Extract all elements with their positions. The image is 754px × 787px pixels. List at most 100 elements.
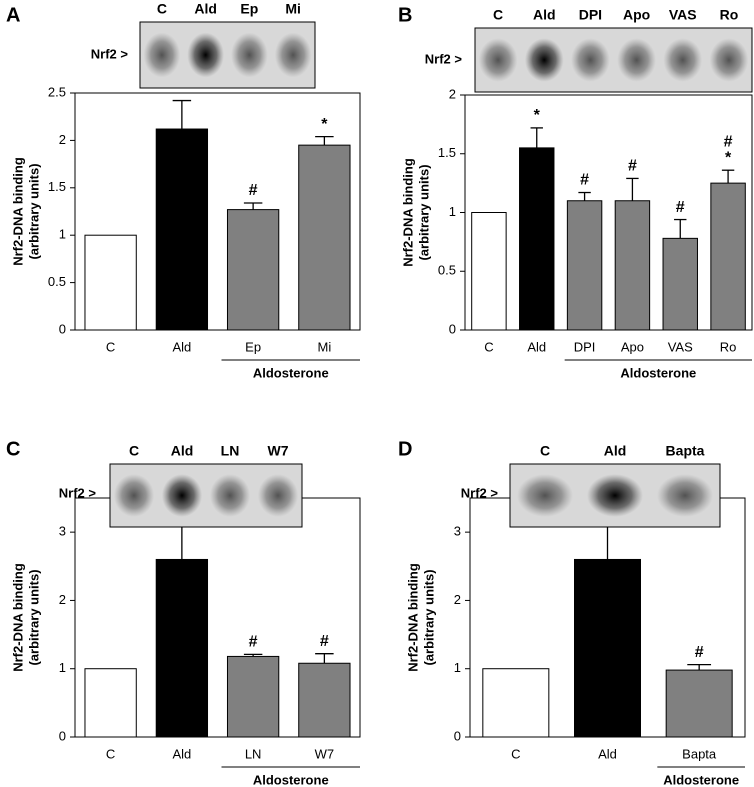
y-tick-label: 1.5 <box>438 145 456 160</box>
blot-band <box>209 474 251 517</box>
x-tick-label: C <box>484 339 493 354</box>
x-tick-label: Ro <box>720 339 737 354</box>
blot-lane-label: C <box>540 443 550 459</box>
significance-marker: # <box>724 133 733 150</box>
plot-frame <box>464 94 753 331</box>
blot-band <box>571 38 610 82</box>
y-tick-label: 2 <box>59 592 66 607</box>
significance-marker: * <box>725 149 732 166</box>
panel-label: B <box>398 4 412 26</box>
bar <box>298 662 351 738</box>
significance-marker: # <box>249 634 258 651</box>
y-axis-label: (arbitrary units) <box>26 163 41 259</box>
significance-marker: # <box>320 633 329 650</box>
bar <box>519 147 555 331</box>
significance-marker: * <box>321 116 328 133</box>
y-tick-label: 1 <box>59 660 66 675</box>
blot-band <box>478 38 518 82</box>
y-tick-label: 2 <box>59 132 66 147</box>
y-axis-label: Nrf2-DNA binding <box>405 563 420 672</box>
blot-band <box>709 38 749 82</box>
x-tick-label: Mi <box>318 339 332 354</box>
blot-lane-label: Apo <box>623 7 650 23</box>
blot-band <box>617 38 656 82</box>
y-tick-label: 3 <box>59 524 66 539</box>
x-tick-label: Ald <box>172 746 191 761</box>
y-tick-label: 1.5 <box>48 179 66 194</box>
bar <box>566 200 603 331</box>
blot-target-label: Nrf2 > <box>59 485 97 500</box>
blot-target-label: Nrf2 > <box>91 46 129 61</box>
significance-marker: # <box>695 644 704 661</box>
bar <box>155 128 209 331</box>
significance-marker: # <box>249 182 258 199</box>
blot-band <box>161 474 203 517</box>
blot-image <box>474 27 753 93</box>
x-tick-label: DPI <box>574 339 596 354</box>
group-label: Aldosterone <box>253 365 329 380</box>
blot-lane-label: Ro <box>720 7 739 23</box>
y-tick-label: 2.5 <box>48 84 66 99</box>
significance-marker: * <box>534 107 541 124</box>
blot-lane-label: W7 <box>268 443 289 459</box>
blot-band <box>143 32 181 78</box>
x-tick-label: Ep <box>245 339 261 354</box>
blot-band <box>657 474 713 517</box>
y-tick-label: 2 <box>454 592 461 607</box>
group-label: Aldosterone <box>663 772 739 787</box>
y-tick-label: 1 <box>449 204 456 219</box>
bar <box>662 237 698 331</box>
x-tick-label: LN <box>245 746 262 761</box>
y-axis-label: Nrf2-DNA binding <box>10 563 25 672</box>
bar <box>482 668 550 738</box>
blot-band <box>274 32 312 78</box>
blot-band <box>517 474 573 517</box>
panel-label: A <box>6 4 20 26</box>
blot-band <box>113 474 155 517</box>
blot-lane-label: Bapta <box>666 443 705 459</box>
y-tick-label: 2 <box>449 86 456 101</box>
group-label: Aldosterone <box>253 772 329 787</box>
bar <box>471 212 507 331</box>
blot-lane-label: C <box>493 7 503 23</box>
blot-lane-label: C <box>129 443 139 459</box>
group-label: Aldosterone <box>620 365 696 380</box>
blot-lane-label: Ep <box>240 1 258 17</box>
significance-marker: # <box>580 172 589 189</box>
blot-lane-label: Ald <box>171 443 194 459</box>
x-tick-label: C <box>106 339 115 354</box>
blot-lane-label: VAS <box>669 7 697 23</box>
y-tick-label: 0 <box>59 728 66 743</box>
x-tick-label: W7 <box>315 746 335 761</box>
bar <box>84 234 137 331</box>
blot-band <box>257 474 299 517</box>
panel-label: D <box>398 438 412 460</box>
y-tick-label: 0.5 <box>48 274 66 289</box>
blot-lane-label: Ald <box>533 7 556 23</box>
x-tick-label: Apo <box>621 339 644 354</box>
blot-lane-label: Ald <box>604 443 627 459</box>
blot-lane-label: LN <box>221 443 240 459</box>
blot-band <box>587 474 643 517</box>
bar <box>298 144 351 331</box>
x-tick-label: C <box>106 746 115 761</box>
blot-lane-label: Mi <box>285 1 301 17</box>
blot-lane-label: C <box>157 1 167 17</box>
bar <box>84 668 137 738</box>
x-tick-label: Bapta <box>682 746 717 761</box>
x-tick-label: Ald <box>598 746 617 761</box>
blot-target-label: Nrf2 > <box>461 485 499 500</box>
significance-marker: # <box>676 199 685 216</box>
bar <box>614 200 651 331</box>
bar <box>710 182 746 331</box>
significance-marker: # <box>628 158 637 175</box>
y-tick-label: 0.5 <box>438 263 456 278</box>
blot-band <box>231 32 268 78</box>
bar <box>574 558 641 738</box>
bar <box>226 655 280 738</box>
y-tick-label: 1 <box>59 227 66 242</box>
blot-lane-label: Ald <box>194 1 217 17</box>
y-axis-label: Nrf2-DNA binding <box>400 158 415 267</box>
panel-label: C <box>6 438 20 460</box>
